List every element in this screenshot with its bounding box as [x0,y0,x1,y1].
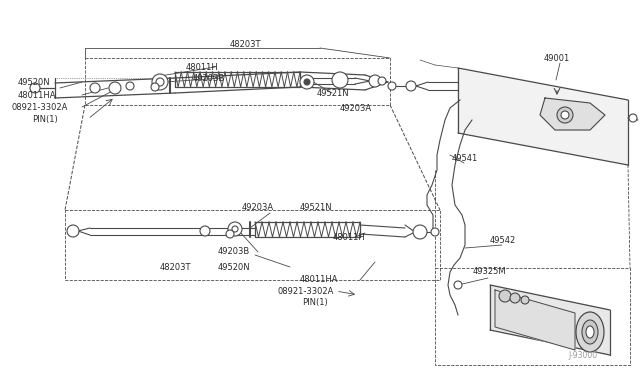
Ellipse shape [586,326,594,338]
Circle shape [521,296,529,304]
Circle shape [378,77,386,85]
Text: 49203A: 49203A [340,103,372,112]
Circle shape [499,290,511,302]
Circle shape [454,281,462,289]
Circle shape [152,74,168,90]
Text: 49203B: 49203B [218,247,250,257]
Circle shape [226,230,234,238]
Circle shape [126,82,134,90]
Polygon shape [540,98,605,130]
Circle shape [90,83,100,93]
Polygon shape [495,290,575,350]
Text: 49001: 49001 [544,54,570,62]
Circle shape [629,114,637,122]
Text: PIN(1): PIN(1) [302,298,328,308]
Text: 48203T: 48203T [160,263,191,272]
Circle shape [30,83,40,93]
Circle shape [232,226,238,232]
Text: 49203B: 49203B [193,74,225,83]
Ellipse shape [582,320,598,344]
Circle shape [561,111,569,119]
Text: J-93000: J-93000 [568,352,597,360]
Circle shape [388,82,396,90]
Text: 49325M: 49325M [473,267,507,276]
Circle shape [151,83,159,91]
Text: 48011HA: 48011HA [300,276,339,285]
Circle shape [67,225,79,237]
Text: 49520N: 49520N [18,77,51,87]
Circle shape [304,79,310,85]
Text: 49520N: 49520N [218,263,251,272]
Circle shape [413,225,427,239]
Text: 08921-3302A: 08921-3302A [12,103,68,112]
Circle shape [228,222,242,236]
Text: 49203A: 49203A [242,202,274,212]
Circle shape [109,82,121,94]
Text: 08921-3302A: 08921-3302A [278,286,334,295]
Text: 48011H: 48011H [333,232,365,241]
Ellipse shape [576,312,604,352]
Circle shape [510,293,520,303]
Circle shape [406,81,416,91]
Circle shape [369,75,381,87]
Text: 49542: 49542 [490,235,516,244]
Text: 48203T: 48203T [230,39,262,48]
Text: 49521N: 49521N [300,202,333,212]
Polygon shape [490,285,610,355]
Text: 48011HA: 48011HA [18,90,56,99]
Text: 49521N: 49521N [317,89,349,97]
Text: 48011H: 48011H [186,62,219,71]
Circle shape [300,75,314,89]
Circle shape [557,107,573,123]
Circle shape [332,72,348,88]
Circle shape [156,78,164,86]
Circle shape [431,228,439,236]
Text: 49541: 49541 [452,154,478,163]
Circle shape [200,226,210,236]
Polygon shape [458,68,628,165]
Text: PIN(1): PIN(1) [32,115,58,124]
